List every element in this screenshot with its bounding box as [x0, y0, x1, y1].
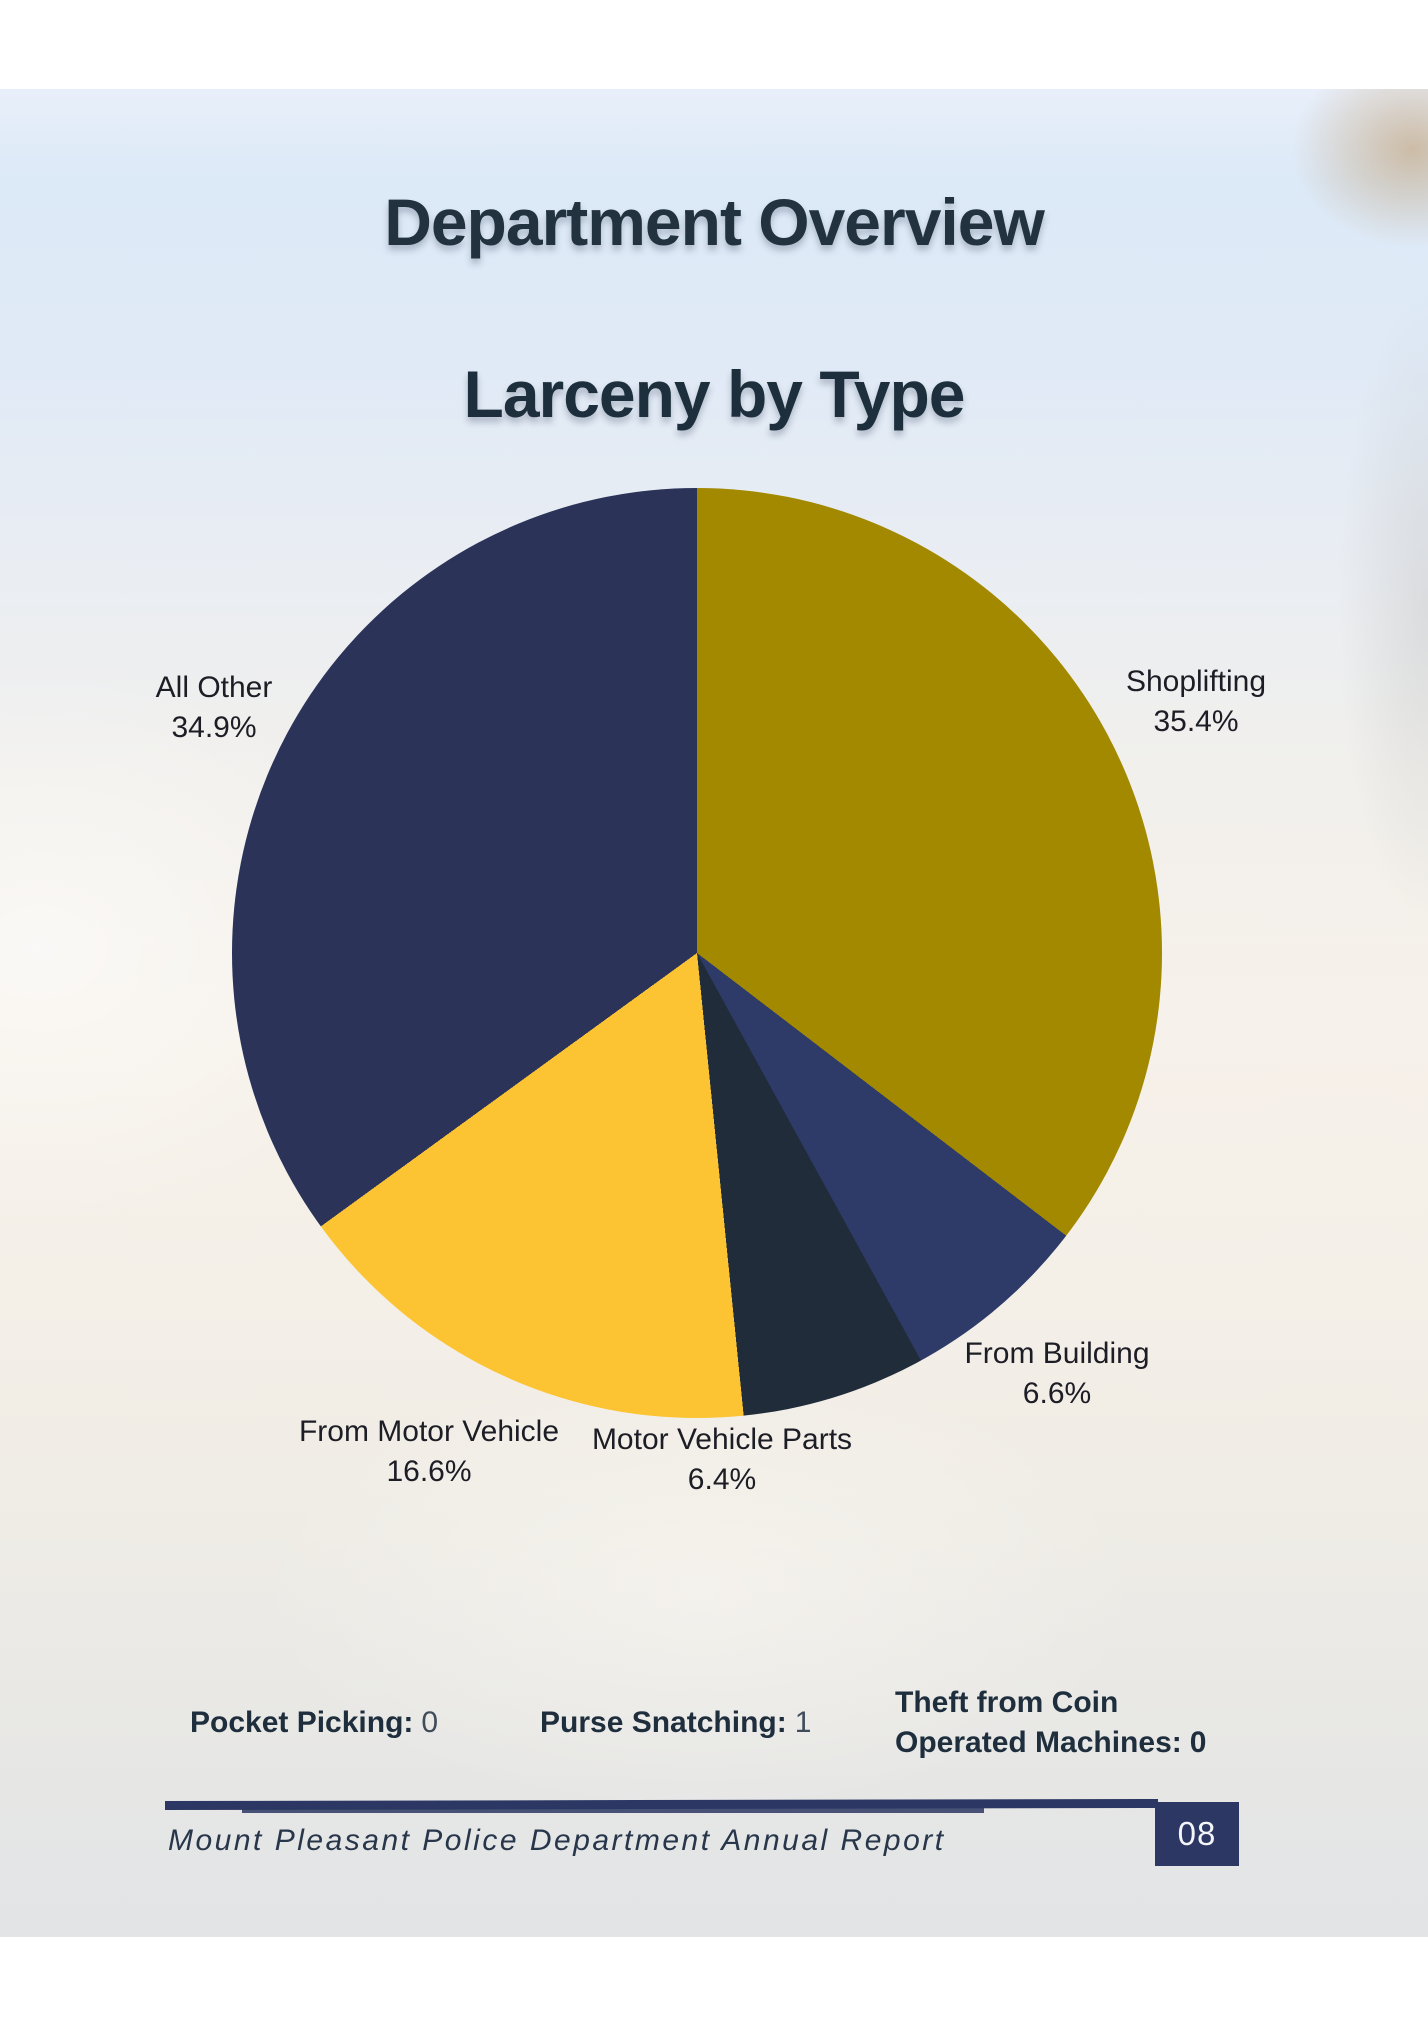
stat-label: Theft from Coin Operated Machines: — [895, 1686, 1182, 1759]
stat-value: 0 — [421, 1706, 439, 1739]
stat-pocket-picking: Pocket Picking: 0 — [190, 1703, 438, 1743]
page-number: 08 — [1177, 1815, 1217, 1852]
pie-label-pct: 34.9% — [171, 711, 257, 744]
report-page-background: Department Overview Larceny by Type Shop… — [0, 89, 1428, 1937]
pie-chart — [232, 488, 1162, 1418]
chart-title: Larceny by Type — [463, 357, 966, 431]
stat-purse-snatching: Purse Snatching: 1 — [540, 1703, 811, 1743]
pie-label-name: All Other — [155, 671, 273, 704]
page-number-box: 08 — [1155, 1802, 1239, 1866]
stat-value: 0 — [1189, 1726, 1207, 1759]
pie-label-name: Motor Vehicle Parts — [591, 1423, 853, 1456]
footer-report-title: Mount Pleasant Police Department Annual … — [168, 1824, 946, 1857]
pie-label-shoplifting: Shoplifting 35.4% — [1126, 662, 1266, 742]
pie-label-from-motor-vehicle: From Motor Vehicle 16.6% — [299, 1412, 559, 1492]
pie-label-motor-vehicle-parts: Motor Vehicle Parts 6.4% — [592, 1420, 852, 1500]
pie-label-pct: 16.6% — [386, 1455, 472, 1488]
stat-value: 1 — [794, 1706, 812, 1739]
pie-label-name: From Motor Vehicle — [298, 1415, 560, 1448]
pie-label-pct: 6.4% — [687, 1463, 757, 1496]
pie-label-all-other: All Other 34.9% — [156, 668, 273, 748]
pie-label-pct: 35.4% — [1153, 705, 1239, 738]
page-title: Department Overview — [384, 185, 1045, 259]
pie-label-name: Shoplifting — [1125, 665, 1267, 698]
pie-label-name: From Building — [964, 1337, 1150, 1370]
stat-theft-coin-machines: Theft from Coin Operated Machines: 0 — [895, 1683, 1229, 1763]
stat-label: Pocket Picking: — [190, 1706, 414, 1739]
pie-label-pct: 6.6% — [1022, 1377, 1092, 1410]
stat-label: Purse Snatching: — [540, 1706, 787, 1739]
pie-label-from-building: From Building 6.6% — [964, 1334, 1149, 1414]
footer-divider-line-accent — [242, 1808, 984, 1813]
